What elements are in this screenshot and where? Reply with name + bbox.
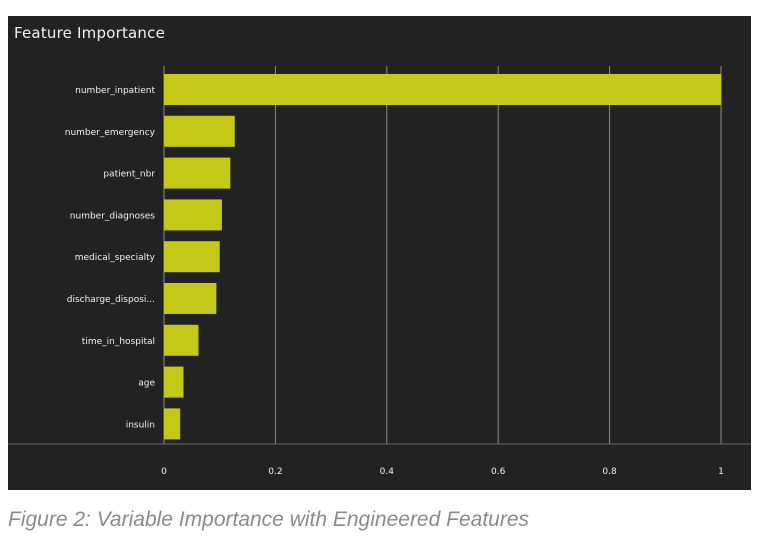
category-label: number_diagnoses bbox=[70, 211, 156, 221]
category-label: number_emergency bbox=[65, 128, 156, 138]
x-tick-labels: 0 0.2 0.4 0.6 0.8 1 bbox=[161, 467, 724, 477]
category-label: number_inpatient bbox=[75, 86, 155, 96]
bar bbox=[164, 199, 222, 231]
figure-caption: Figure 2: Variable Importance with Engin… bbox=[8, 508, 530, 531]
bar bbox=[164, 74, 721, 105]
category-label: discharge_disposi... bbox=[67, 295, 155, 305]
chart-panel: Feature Importance number_inpatient numbe… bbox=[8, 16, 751, 490]
chart-title: Feature Importance bbox=[14, 24, 166, 42]
bars bbox=[164, 74, 721, 440]
x-tick-label: 0.4 bbox=[380, 467, 395, 477]
x-tick-label: 0.8 bbox=[602, 467, 617, 477]
bar bbox=[164, 366, 184, 398]
category-labels: number_inpatient number_emergency patient_… bbox=[65, 86, 156, 430]
bar-chart: number_inpatient number_emergency patient_… bbox=[8, 66, 751, 477]
category-label: age bbox=[138, 379, 155, 389]
bar bbox=[164, 283, 217, 314]
bar bbox=[164, 324, 199, 356]
x-tick-label: 1 bbox=[718, 467, 724, 477]
category-label: patient_nbr bbox=[103, 170, 155, 180]
bar bbox=[164, 115, 235, 147]
category-label: time_in_hospital bbox=[82, 337, 155, 347]
bar bbox=[164, 157, 231, 189]
x-tick-label: 0.6 bbox=[491, 467, 506, 477]
category-label: insulin bbox=[126, 420, 155, 430]
category-label: medical_specialty bbox=[75, 253, 156, 263]
x-tick-label: 0.2 bbox=[268, 467, 282, 477]
x-tick-label: 0 bbox=[161, 467, 167, 477]
bar bbox=[164, 241, 220, 273]
bar bbox=[164, 408, 181, 440]
